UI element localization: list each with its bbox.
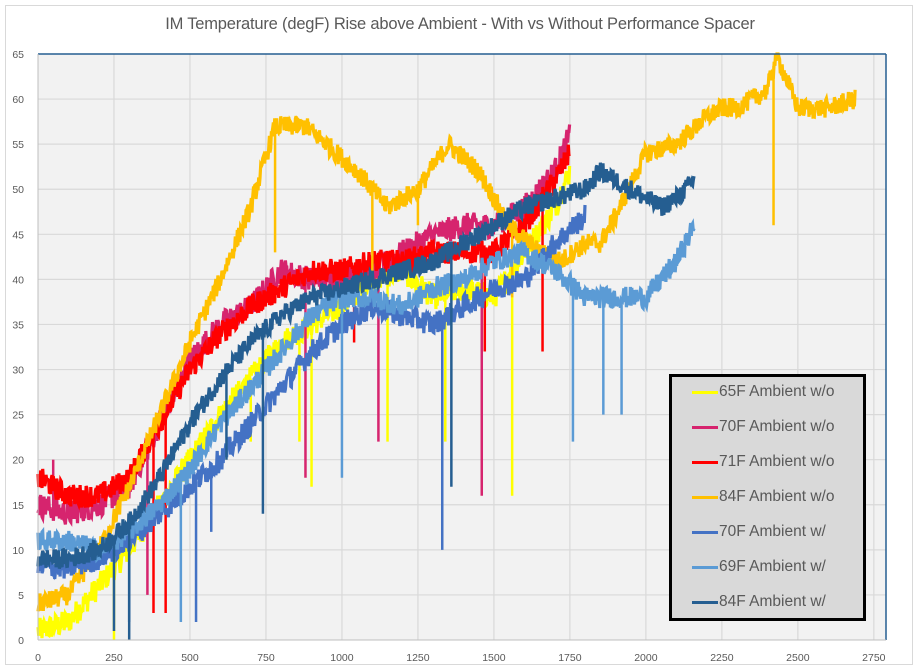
legend-label: 84F Ambient w/o [719,488,835,505]
series-line [36,218,696,564]
y-tick-label: 0 [18,635,24,647]
y-tick-label: 45 [12,229,24,241]
x-tick-label: 1500 [482,652,506,664]
legend-swatch [692,425,718,429]
y-tick-label: 35 [12,319,24,331]
y-tick-label: 40 [12,274,24,286]
legend-item-69f-w: 69F Ambient w/ [692,555,826,579]
y-tick-label: 20 [12,455,24,467]
legend-item-70f-wo: 70F Ambient w/o [692,415,834,439]
series-line [36,52,857,612]
legend-item-84f-wo: 84F Ambient w/o [692,485,834,509]
legend-item-84f-w: 84F Ambient w/ [692,590,826,614]
series-group [36,52,857,640]
y-tick-label: 15 [12,500,24,512]
x-tick-label: 500 [181,652,199,664]
x-tick-label: 0 [35,652,41,664]
series-84f-ambient-w-o [36,52,857,612]
legend-item-71f-wo: 71F Ambient w/o [692,450,834,474]
legend-label: 84F Ambient w/ [719,593,826,610]
y-tick-label: 50 [12,184,24,196]
legend-swatch [692,460,718,464]
legend: 65F Ambient w/o 70F Ambient w/o 71F Ambi… [669,374,866,621]
y-tick-label: 5 [18,590,24,602]
legend-item-65f-wo: 65F Ambient w/o [692,380,834,404]
legend-label: 70F Ambient w/o [719,418,835,435]
legend-swatch [692,530,718,534]
x-tick-labels: 0 250 500 750 1000 1250 1500 1750 2000 2250 2500 27… [35,652,886,664]
legend-label: 65F Ambient w/o [719,383,835,400]
x-tick-label: 1250 [406,652,430,664]
x-tick-label: 2250 [710,652,734,664]
series-69f-ambient-w- [36,218,696,622]
y-tick-label: 65 [12,49,24,61]
series-line [36,144,571,511]
y-tick-label: 25 [12,410,24,422]
x-tick-label: 750 [257,652,275,664]
y-tick-label: 10 [12,545,24,557]
legend-label: 70F Ambient w/ [719,523,826,540]
legend-swatch [692,390,718,394]
legend-item-70f-w: 70F Ambient w/ [692,520,826,544]
legend-swatch [692,565,718,569]
y-tick-label: 30 [12,365,24,377]
y-tick-labels: 0 5 10 15 20 25 30 35 40 45 50 55 60 65 [12,49,24,647]
y-tick-label: 60 [12,94,24,106]
legend-swatch [692,600,718,604]
series-line [36,162,696,569]
x-tick-label: 2500 [786,652,810,664]
x-tick-label: 1750 [558,652,582,664]
x-tick-label: 2750 [862,652,886,664]
series-84f-ambient-w- [36,162,696,640]
chart-title: IM Temperature (degF) Rise above Ambient… [165,15,755,33]
x-tick-label: 1000 [330,652,354,664]
x-tick-label: 250 [105,652,123,664]
x-tick-label: 2000 [634,652,658,664]
y-tick-label: 55 [12,139,24,151]
legend-swatch [692,495,718,499]
legend-label: 71F Ambient w/o [719,453,835,470]
legend-label: 69F Ambient w/ [719,558,826,575]
